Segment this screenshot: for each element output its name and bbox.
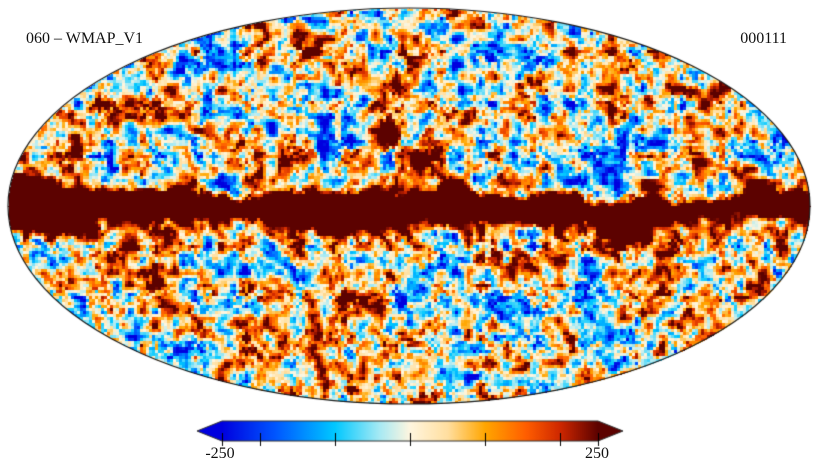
colorbar (190, 414, 630, 472)
colorbar-max-label: 250 (585, 445, 609, 462)
mollweide-sky-map (0, 0, 817, 412)
colorbar-min-label: -250 (205, 445, 235, 462)
